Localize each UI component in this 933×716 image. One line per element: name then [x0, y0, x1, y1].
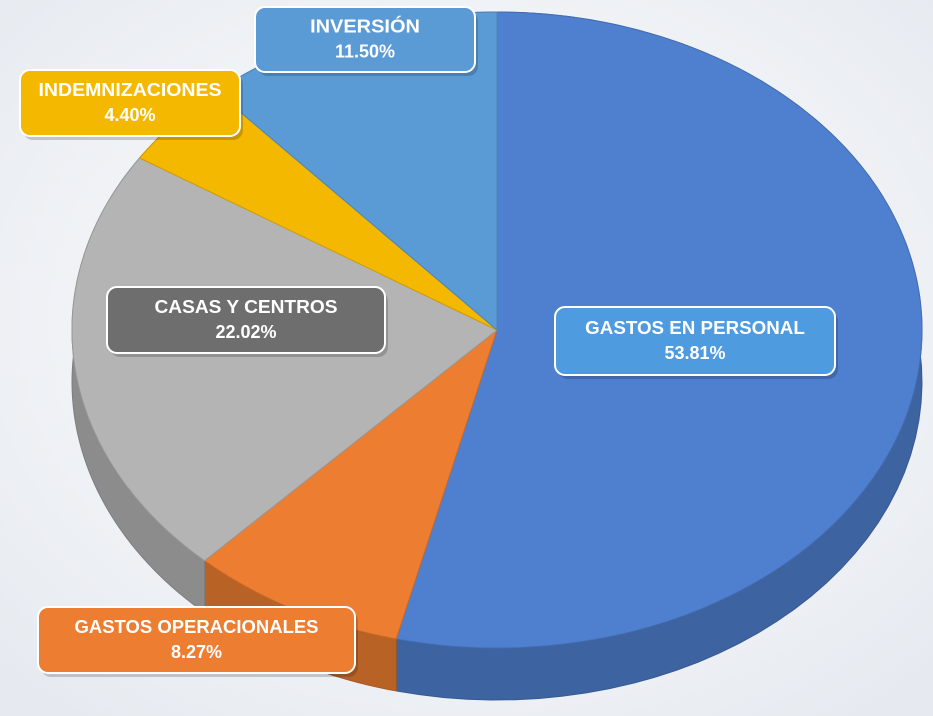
- slice-label: CASAS Y CENTROS 22.02%: [106, 286, 388, 357]
- label-box: [554, 306, 836, 376]
- label-box: [254, 6, 476, 73]
- slice-label: GASTOS OPERACIONALES 8.27%: [37, 606, 358, 677]
- slice-label: GASTOS EN PERSONAL 53.81%: [554, 306, 838, 379]
- slice-label: INVERSIÓN 11.50%: [254, 6, 478, 76]
- label-value: 22.02%: [215, 322, 276, 342]
- label-box: [106, 286, 386, 354]
- label-box: [19, 69, 241, 137]
- label-category: CASAS Y CENTROS: [155, 297, 338, 317]
- slice: [71, 157, 498, 562]
- label-category: GASTOS EN PERSONAL: [585, 318, 805, 338]
- label-category: GASTOS OPERACIONALES: [75, 617, 319, 637]
- label-value: 53.81%: [664, 343, 725, 363]
- label-category: INVERSIÓN: [310, 15, 420, 36]
- label-value: 4.40%: [104, 105, 155, 125]
- label-box: [37, 606, 356, 674]
- label-category: INDEMNIZACIONES: [39, 80, 222, 100]
- label-value: 11.50%: [335, 41, 395, 61]
- label-value: 8.27%: [171, 642, 222, 662]
- slice-label: INDEMNIZACIONES 4.40%: [19, 69, 243, 140]
